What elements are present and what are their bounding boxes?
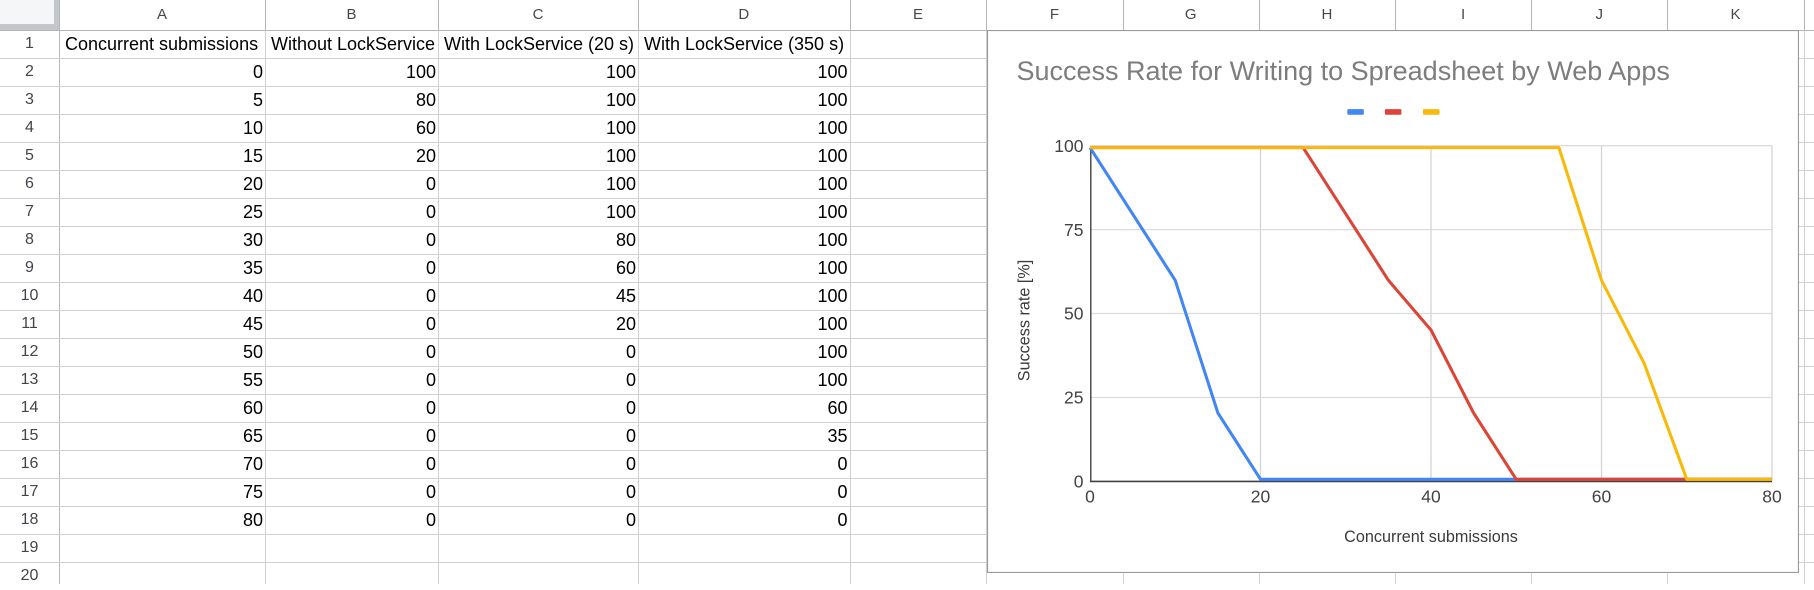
svg-text:100: 100 [1054,136,1083,156]
svg-text:20: 20 [1251,486,1271,506]
svg-text:75: 75 [1064,220,1083,240]
svg-text:40: 40 [1421,486,1441,506]
svg-text:0: 0 [1074,472,1084,492]
svg-text:25: 25 [1064,388,1083,408]
svg-text:50: 50 [1064,304,1084,324]
svg-text:Concurrent submissions: Concurrent submissions [1344,528,1518,546]
svg-text:80: 80 [1762,486,1782,506]
svg-text:Success Rate for Writing to Sp: Success Rate for Writing to Spreadsheet … [1017,56,1670,86]
svg-text:0: 0 [1085,486,1095,506]
svg-text:Success rate [%]: Success rate [%] [1015,260,1033,381]
svg-text:60: 60 [1592,486,1612,506]
